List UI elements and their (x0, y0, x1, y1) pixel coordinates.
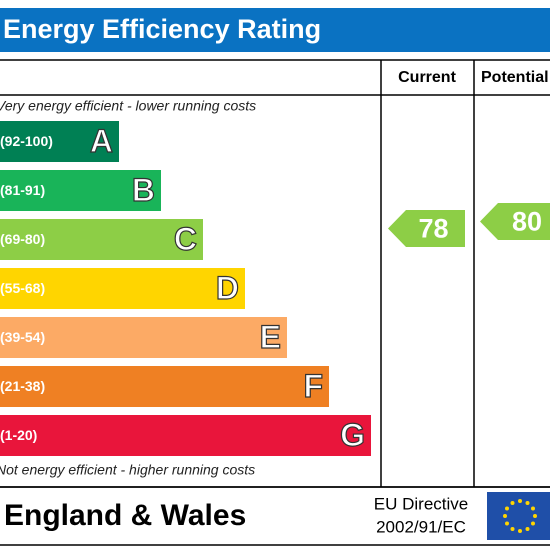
band-range: (81-91) (0, 182, 45, 198)
band-letter: F (303, 368, 323, 404)
band-letter: A (90, 123, 113, 159)
region: England & Wales (4, 499, 246, 532)
star (505, 506, 510, 511)
eu-flag (487, 492, 550, 540)
star (533, 514, 537, 518)
rating-value: 78 (418, 214, 448, 244)
band-bar (0, 219, 203, 260)
band-letter: C (174, 221, 197, 257)
footer-frame (0, 486, 550, 546)
band-range: (1-20) (0, 427, 37, 443)
star (518, 499, 522, 503)
band-bar (0, 317, 287, 358)
title: Energy Efficiency Rating (3, 14, 321, 44)
header-bar (0, 8, 550, 52)
top-note: Very energy efficient - lower running co… (0, 98, 256, 114)
band-range: (69-80) (0, 231, 45, 247)
bottom-note: Not energy efficient - higher running co… (0, 462, 255, 478)
band-letter: B (132, 172, 155, 208)
band-bar (0, 415, 371, 456)
directive: 2002/91/EC (376, 517, 466, 536)
band-bar (0, 121, 119, 162)
rating-arrow (388, 210, 465, 247)
directive: EU Directive (374, 494, 468, 513)
band-bar (0, 268, 245, 309)
star (530, 521, 535, 526)
star (510, 526, 515, 531)
band-range: (39-54) (0, 329, 45, 345)
star (503, 514, 507, 518)
star (530, 506, 535, 511)
band-letter: D (216, 270, 239, 306)
star (518, 529, 522, 533)
band-letter: E (260, 319, 281, 355)
band-letter: G (340, 417, 365, 453)
band-range: (21-38) (0, 378, 45, 394)
star (525, 501, 530, 506)
rating-value: 80 (512, 207, 542, 237)
band-bar (0, 170, 161, 211)
star (510, 501, 515, 506)
column-header: Current (398, 69, 456, 86)
rating-arrow (480, 203, 550, 240)
band-range: (92-100) (0, 133, 53, 149)
star (525, 526, 530, 531)
band-range: (55-68) (0, 280, 45, 296)
band-bar (0, 366, 329, 407)
star (505, 521, 510, 526)
column-header: Potential (481, 69, 549, 86)
